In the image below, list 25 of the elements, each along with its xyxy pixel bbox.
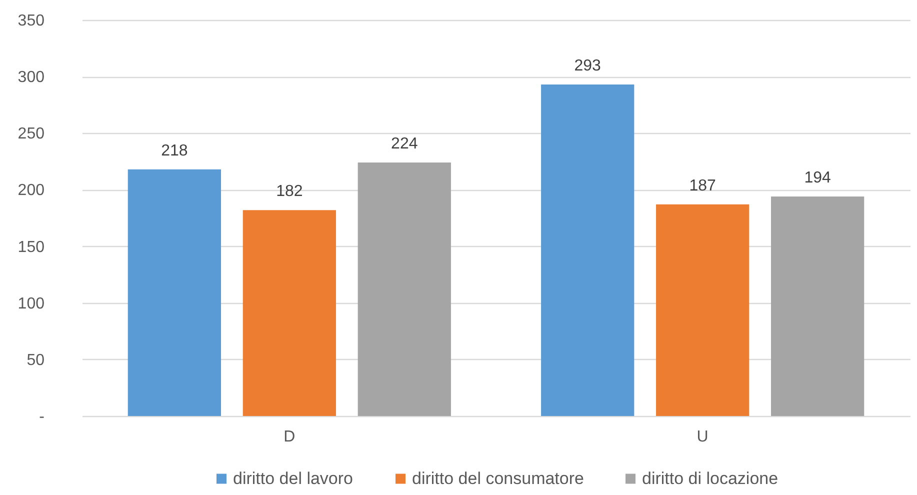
y-tick-label: 50: [26, 352, 45, 369]
y-tick-label: -: [39, 408, 44, 426]
y-tick-label: 200: [18, 182, 45, 200]
data-label: 182: [276, 183, 303, 200]
legend-label: diritto del consumatore: [412, 468, 584, 488]
bar: [656, 204, 750, 416]
y-tick-label: 100: [18, 295, 45, 312]
bar: [242, 210, 336, 416]
data-label: 218: [161, 142, 188, 160]
data-label: 187: [689, 177, 716, 194]
legend-label: diritto del lavoro: [233, 468, 354, 488]
y-tick-label: 300: [18, 69, 45, 86]
y-tick-label: 350: [18, 12, 45, 30]
data-label: 194: [804, 170, 832, 187]
legend-label: diritto di locazione: [642, 468, 778, 488]
y-tick-label: 250: [18, 126, 45, 143]
y-tick-label: 150: [18, 238, 45, 256]
bar: [128, 169, 221, 416]
data-label: 293: [574, 57, 602, 74]
data-label: 224: [391, 136, 418, 153]
bar: [541, 84, 634, 416]
x-tick-label: U: [696, 428, 708, 446]
x-tick-label: D: [284, 428, 296, 446]
bar: [358, 162, 451, 416]
bar: [771, 196, 864, 416]
